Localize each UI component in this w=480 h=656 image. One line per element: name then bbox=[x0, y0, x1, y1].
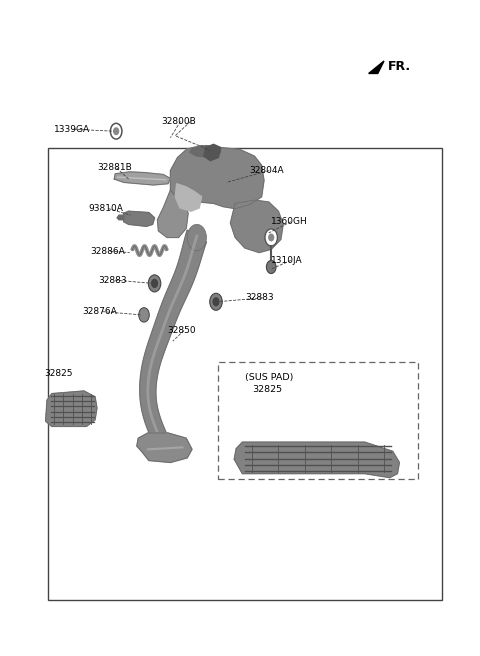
Text: 1360GH: 1360GH bbox=[271, 217, 308, 226]
Text: 32883: 32883 bbox=[98, 276, 127, 285]
Text: 32876A: 32876A bbox=[83, 307, 117, 316]
Text: (SUS PAD): (SUS PAD) bbox=[245, 373, 293, 382]
Circle shape bbox=[266, 260, 276, 274]
Circle shape bbox=[269, 234, 274, 241]
Circle shape bbox=[110, 123, 122, 139]
Text: 1310JA: 1310JA bbox=[271, 256, 303, 265]
Circle shape bbox=[187, 224, 206, 251]
Circle shape bbox=[152, 279, 157, 287]
FancyBboxPatch shape bbox=[218, 362, 418, 479]
FancyBboxPatch shape bbox=[48, 148, 442, 600]
Text: 32804A: 32804A bbox=[250, 166, 284, 175]
Text: 32886A: 32886A bbox=[90, 247, 125, 256]
Text: 32800B: 32800B bbox=[161, 117, 195, 126]
Text: 1339GA: 1339GA bbox=[54, 125, 90, 134]
Text: 32850: 32850 bbox=[167, 326, 196, 335]
Polygon shape bbox=[170, 146, 264, 209]
Text: 32881B: 32881B bbox=[97, 163, 132, 173]
Polygon shape bbox=[190, 146, 221, 157]
Text: 93810A: 93810A bbox=[89, 204, 124, 213]
Polygon shape bbox=[175, 184, 202, 211]
Text: 32825: 32825 bbox=[44, 369, 72, 379]
Circle shape bbox=[148, 275, 161, 292]
Polygon shape bbox=[369, 61, 384, 73]
Circle shape bbox=[213, 298, 219, 306]
Text: 32883: 32883 bbox=[246, 293, 275, 302]
Polygon shape bbox=[204, 144, 221, 161]
Circle shape bbox=[210, 293, 222, 310]
Polygon shape bbox=[117, 215, 124, 220]
Polygon shape bbox=[157, 190, 188, 237]
Text: 32825: 32825 bbox=[252, 385, 282, 394]
Polygon shape bbox=[114, 172, 170, 185]
Polygon shape bbox=[140, 230, 206, 450]
Circle shape bbox=[139, 308, 149, 322]
Polygon shape bbox=[124, 211, 155, 226]
Text: FR.: FR. bbox=[388, 60, 411, 73]
Circle shape bbox=[265, 229, 277, 246]
Polygon shape bbox=[46, 391, 97, 426]
Polygon shape bbox=[137, 433, 192, 462]
Circle shape bbox=[114, 128, 119, 134]
Polygon shape bbox=[234, 442, 399, 478]
Polygon shape bbox=[230, 200, 283, 253]
